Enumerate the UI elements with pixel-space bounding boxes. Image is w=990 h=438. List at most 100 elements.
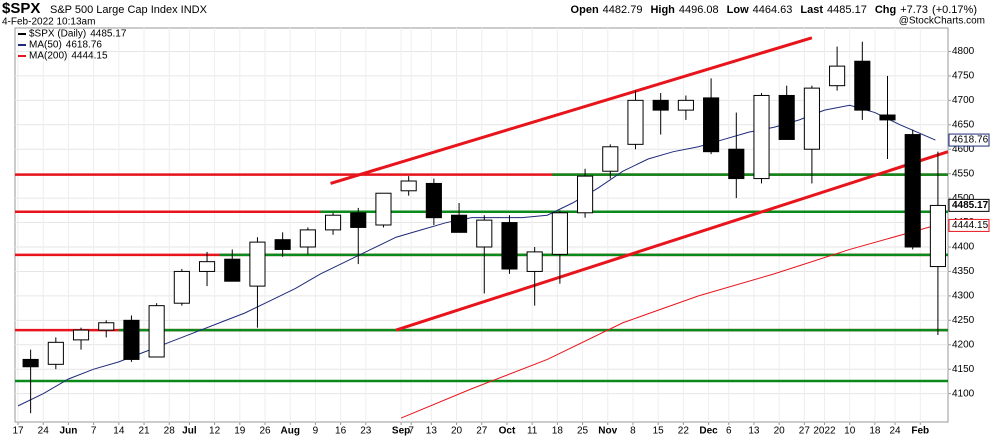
legend-value: 4444.15 (71, 51, 108, 62)
candle-body (249, 241, 266, 287)
candle-body (829, 65, 846, 87)
candle-body (728, 148, 745, 180)
candle-body (198, 261, 216, 272)
y-tick-label: 4300 (952, 291, 975, 302)
y-tick-label: 4150 (952, 364, 975, 375)
x-tick-label: 27 (799, 426, 811, 437)
candle-body (425, 182, 442, 219)
y-tick-label: 4750 (952, 71, 975, 82)
candle-body (652, 99, 669, 111)
x-tick-label: 18 (552, 426, 564, 437)
x-tick-label: 27 (476, 426, 488, 437)
legend-value: 4618.76 (66, 40, 103, 51)
x-tick-label: 18 (869, 426, 881, 437)
last-value-box (948, 198, 990, 212)
date: 4-Feb-2022 10:13am (2, 17, 95, 28)
y-tick-label: 4700 (952, 95, 975, 106)
candle-body (324, 214, 342, 231)
candle-body (778, 94, 795, 140)
x-tick-label: 12 (209, 426, 221, 437)
candle-body (148, 305, 165, 358)
last-value-label: 4618.76 (952, 135, 989, 146)
quote-value: 4496.08 (679, 4, 719, 16)
x-tick-label: Dec (699, 426, 718, 437)
x-tick-label: Sep (392, 426, 410, 437)
x-tick-label: 16 (335, 426, 347, 437)
trend-line (395, 150, 949, 332)
candle-body (501, 222, 518, 270)
x-tick-label: 13 (748, 426, 760, 437)
candle-body (375, 192, 392, 226)
quote-value: +7.73 (900, 4, 928, 16)
legend-label: $SPX (Daily) (29, 29, 86, 40)
y-tick-label: 4200 (952, 339, 975, 350)
candle-body (224, 258, 241, 282)
quote-label: Open (571, 4, 599, 16)
y-tick-label: 4550 (952, 168, 975, 179)
x-tick-label: 11 (527, 426, 538, 437)
candle-body (123, 319, 140, 360)
quote-label: Chg (875, 4, 896, 16)
last-value-label: 4485.17 (952, 200, 989, 211)
candle-body (274, 239, 291, 250)
x-tick-label: 24 (38, 426, 50, 437)
last-value-tag: 4444.15 (948, 218, 990, 232)
x-tick-label: 20 (774, 426, 786, 437)
candle-body (72, 329, 90, 341)
legend-label: MA(200) (29, 51, 67, 62)
quote-value: 4482.79 (603, 4, 643, 16)
candle-body (577, 175, 594, 214)
last-value-tag: 4618.76 (948, 133, 990, 147)
x-tick-label: 25 (577, 426, 589, 437)
y-tick-label: 4250 (952, 315, 975, 326)
legend-label: MA(50) (29, 40, 62, 51)
x-tick-label: 8 (630, 426, 636, 437)
candle-body (904, 134, 921, 248)
x-tick-label: 7 (91, 426, 97, 437)
last-value-label: 4444.15 (952, 220, 989, 231)
quote-label: Last (800, 4, 823, 16)
quote-label: Low (727, 4, 749, 16)
x-tick-label: 6 (726, 426, 732, 437)
candle-body (753, 94, 770, 180)
y-tick-label: 4350 (952, 266, 975, 277)
x-tick-label: Aug (280, 426, 299, 437)
y-tick-label: 4400 (952, 242, 975, 253)
x-tick-label: 17 (12, 426, 24, 437)
x-tick-label: 15 (653, 426, 665, 437)
x-tick-label: Jul (182, 426, 197, 437)
candle-body (551, 212, 568, 255)
candle-body (98, 322, 115, 331)
x-tick-label: Oct (499, 426, 516, 437)
y-tick-label: 4100 (952, 388, 975, 399)
legend-value: 4485.17 (90, 29, 127, 40)
candle-body (602, 146, 619, 172)
x-tick-label: 7 (408, 426, 414, 437)
candle-body (879, 114, 896, 121)
x-tick-label: Jun (60, 426, 78, 437)
x-tick-label: 21 (138, 426, 150, 437)
last-value-box (948, 133, 990, 147)
candle-body (476, 219, 493, 248)
candle-body (400, 180, 417, 192)
x-tick-label: Feb (911, 426, 929, 437)
x-tick-label: 13 (426, 426, 438, 437)
candle-body (299, 229, 316, 248)
chart-title: $SPX (2, 0, 40, 17)
candle-body (627, 99, 644, 145)
candle-body (350, 212, 367, 228)
candle-body (47, 341, 64, 365)
y-tick-label: 4650 (952, 119, 975, 130)
candle-body (451, 214, 468, 233)
quote-label: High (650, 4, 675, 16)
x-tick-label: 19 (234, 426, 246, 437)
moving-average (17, 104, 936, 407)
x-tick-label: 22 (678, 426, 690, 437)
candle-body (526, 251, 543, 272)
x-tick-label: 23 (360, 426, 372, 437)
candle-body (703, 97, 720, 153)
candle-body (854, 60, 871, 111)
moving-average (400, 224, 936, 419)
x-tick-label: 28 (164, 426, 176, 437)
quote-value: 4464.63 (753, 4, 793, 16)
